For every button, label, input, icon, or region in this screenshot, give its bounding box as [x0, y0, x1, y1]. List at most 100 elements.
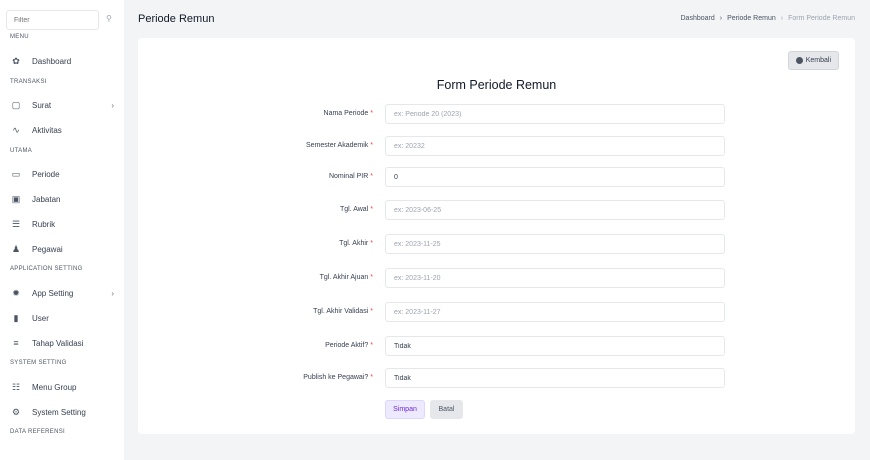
field-label: Tgl. Akhir *	[339, 240, 373, 247]
required-mark: *	[370, 142, 373, 149]
field-label: Tgl. Awal *	[340, 206, 373, 213]
cancel-button[interactable]: Batal	[430, 400, 463, 419]
document-icon: ▢	[11, 99, 21, 110]
users-icon: ♟	[11, 243, 21, 254]
sidebar-item-jabatan[interactable]: ▣ Jabatan	[10, 190, 114, 208]
required-mark: *	[370, 274, 373, 281]
field-label-text: Nominal PIR	[328, 173, 369, 180]
sidebar-item-label: App Setting	[32, 288, 74, 298]
required-mark: *	[370, 240, 373, 247]
section-label: APPLICATION SETTING	[10, 266, 83, 272]
calendar-icon: ▭	[11, 168, 21, 179]
sidebar-item-pegawai[interactable]: ♟ Pegawai	[10, 240, 114, 258]
required-mark: *	[370, 206, 373, 213]
periode-aktif-select[interactable]	[385, 336, 725, 356]
field-label-text: Tgl. Awal	[339, 206, 369, 213]
required-mark: *	[370, 342, 373, 349]
semester-akademik-input[interactable]	[385, 136, 725, 156]
sidebar-item-label: System Setting	[32, 407, 86, 417]
back-label: Kembali	[805, 57, 831, 64]
field-label: Publish ke Pegawai? *	[303, 374, 373, 381]
nama-periode-input[interactable]	[385, 104, 725, 124]
sidebar-item-label: Periode	[32, 169, 60, 179]
sidebar-item-label: Rubrik	[32, 219, 56, 229]
form-row: Tgl. Akhir *	[138, 234, 855, 256]
form-row: Tgl. Akhir Validasi *	[138, 302, 855, 324]
field-label-text: Periode Aktif?	[325, 342, 369, 349]
activity-icon: ∿	[12, 124, 20, 135]
sidebar-item-dashboard[interactable]: ✿ Dashboard	[10, 52, 114, 70]
field-label-text: Nama Periode	[323, 110, 369, 117]
field-label: Tgl. Akhir Validasi *	[313, 308, 373, 315]
sidebar-item-label: User	[32, 313, 49, 323]
breadcrumb: Dashboard › Periode Remun › Form Periode R…	[681, 15, 856, 22]
nominal-pir-input[interactable]	[385, 167, 725, 187]
sidebar-item-label: Surat	[32, 100, 52, 110]
tgl-akhir-input[interactable]	[385, 234, 725, 254]
filter-input[interactable]	[6, 10, 99, 30]
chevron-right-icon: ›	[780, 15, 784, 22]
form-row: Semester Akademik *	[138, 136, 855, 158]
id-card-icon: ▣	[11, 193, 21, 204]
form-row: Nama Periode *	[138, 104, 855, 126]
form-row: Nominal PIR *	[138, 167, 855, 189]
chevron-right-icon: ›	[111, 288, 114, 298]
field-label: Periode Aktif? *	[325, 342, 373, 349]
required-mark: *	[370, 173, 373, 180]
breadcrumb-current: Form Periode Remun	[788, 15, 855, 22]
chevron-right-icon: ›	[111, 100, 114, 110]
page-title: Periode Remun	[138, 13, 215, 25]
sidebar-item-label: Tahap Validasi	[32, 338, 84, 348]
breadcrumb-periode-remun[interactable]: Periode Remun	[727, 15, 776, 22]
user-badge-icon: ▮	[13, 312, 19, 323]
sidebar-item-user[interactable]: ▮ User	[10, 309, 114, 327]
field-label-text: Tgl. Akhir Ajuan	[319, 274, 369, 281]
sidebar-item-system-setting[interactable]: ⚙ System Setting	[10, 403, 114, 421]
server-icon: ☷	[11, 381, 21, 392]
sidebar-item-label: Dashboard	[32, 56, 72, 66]
sidebar-item-periode[interactable]: ▭ Periode	[10, 165, 114, 183]
field-label: Nama Periode *	[324, 110, 373, 117]
sidebar-item-aktivitas[interactable]: ∿ Aktivitas	[10, 121, 114, 139]
gear-icon: ✹	[12, 287, 20, 298]
sidebar-item-label: Aktivitas	[32, 125, 62, 135]
form-title: Form Periode Remun	[436, 78, 557, 92]
sidebar-item-label: Jabatan	[32, 194, 61, 204]
sidebar-item-tahap-validasi[interactable]: ≡ Tahap Validasi	[10, 334, 114, 352]
publish-ke-pegawai-select[interactable]	[385, 368, 725, 388]
chevron-right-icon: ›	[719, 15, 723, 22]
sidebar: ⚲ MENU ✿ Dashboard TRANSAKSI ▢ Surat › ∿ Aktivit…	[0, 0, 124, 460]
form-row: Periode Aktif? *	[138, 336, 855, 358]
sidebar-item-label: Pegawai	[32, 244, 63, 254]
breadcrumb-dashboard[interactable]: Dashboard	[680, 15, 715, 22]
section-label: DATA REFERENSI	[10, 429, 65, 435]
section-label: TRANSAKSI	[10, 79, 47, 85]
sidebar-item-rubrik[interactable]: ☰ Rubrik	[10, 215, 114, 233]
list-box-icon: ☰	[11, 218, 21, 229]
form-row: Tgl. Akhir Ajuan *	[138, 268, 855, 290]
field-label: Tgl. Akhir Ajuan *	[320, 274, 373, 281]
required-mark: *	[370, 110, 373, 117]
field-label: Nominal PIR *	[329, 173, 373, 180]
back-arrow-icon	[795, 57, 803, 64]
section-label: MENU	[10, 34, 29, 40]
tgl-akhir-ajuan-input[interactable]	[385, 268, 725, 288]
tgl-akhir-validasi-input[interactable]	[385, 302, 725, 322]
sidebar-item-surat[interactable]: ▢ Surat ›	[10, 96, 114, 114]
required-mark: *	[370, 308, 373, 315]
section-label: SYSTEM SETTING	[10, 360, 67, 366]
field-label-text: Tgl. Akhir Validasi	[313, 308, 369, 315]
save-button[interactable]: Simpan	[385, 400, 425, 419]
sidebar-item-label: Menu Group	[32, 382, 77, 392]
tgl-awal-input[interactable]	[385, 200, 725, 220]
form-card: Kembali Form Periode Remun Nama Periode *…	[138, 38, 855, 434]
back-button[interactable]: Kembali	[787, 51, 839, 70]
list-icon: ≡	[13, 338, 19, 348]
sidebar-item-app-setting[interactable]: ✹ App Setting ›	[10, 284, 114, 302]
section-label: UTAMA	[10, 148, 33, 154]
search-icon[interactable]: ⚲	[106, 14, 112, 23]
sidebar-item-menu-group[interactable]: ☷ Menu Group	[10, 378, 114, 396]
required-mark: *	[370, 374, 373, 381]
field-label-text: Semester Akademik	[306, 142, 369, 149]
field-label: Semester Akademik *	[306, 142, 373, 149]
